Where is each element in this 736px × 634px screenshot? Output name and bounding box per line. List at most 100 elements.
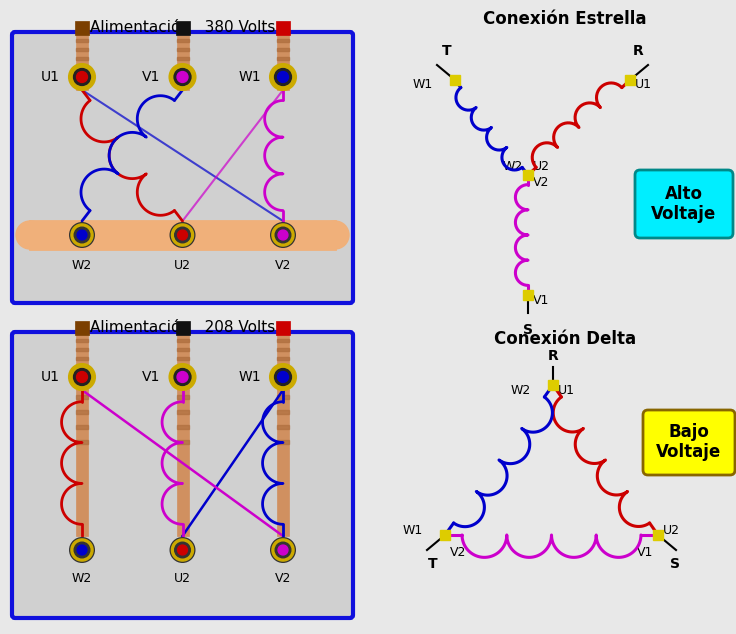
Bar <box>76 357 88 360</box>
FancyBboxPatch shape <box>635 170 733 238</box>
Bar <box>177 57 188 60</box>
Bar <box>76 366 88 369</box>
Text: Alimentación   380 Volts: Alimentación 380 Volts <box>90 20 275 35</box>
Text: T: T <box>428 557 438 571</box>
Text: W2: W2 <box>503 160 523 174</box>
Text: Alimentación   208 Volts: Alimentación 208 Volts <box>90 320 275 335</box>
Text: V2: V2 <box>450 547 467 559</box>
Text: V2: V2 <box>275 572 291 585</box>
Circle shape <box>275 68 291 86</box>
Bar <box>76 335 88 390</box>
Circle shape <box>277 72 289 82</box>
Circle shape <box>275 227 291 243</box>
Text: R: R <box>633 44 643 58</box>
Bar <box>76 66 88 69</box>
Bar <box>277 395 289 399</box>
Circle shape <box>174 68 191 86</box>
Text: W1: W1 <box>238 370 261 384</box>
Text: Bajo
Voltaje: Bajo Voltaje <box>657 423 721 462</box>
Bar <box>175 321 189 335</box>
Bar <box>177 395 188 399</box>
Bar <box>277 48 289 51</box>
Text: Conexión Estrella: Conexión Estrella <box>484 10 647 28</box>
Circle shape <box>69 222 95 248</box>
Bar <box>177 357 188 360</box>
Circle shape <box>77 72 88 82</box>
Bar <box>177 390 188 536</box>
Circle shape <box>171 224 194 246</box>
Text: S: S <box>670 557 680 571</box>
Bar <box>76 48 88 51</box>
Circle shape <box>74 227 90 243</box>
Text: U1: U1 <box>558 384 575 396</box>
Bar <box>177 35 188 90</box>
Bar <box>75 21 89 35</box>
Text: W1: W1 <box>238 70 261 84</box>
Bar <box>450 75 460 85</box>
Bar <box>276 21 290 35</box>
Circle shape <box>177 72 188 82</box>
Circle shape <box>74 542 90 558</box>
Text: U2: U2 <box>533 160 550 174</box>
Circle shape <box>270 64 296 90</box>
Bar <box>277 425 289 429</box>
Bar <box>277 390 289 536</box>
Text: Alto
Voltaje: Alto Voltaje <box>651 184 717 223</box>
Circle shape <box>74 368 91 385</box>
Text: U2: U2 <box>174 259 191 272</box>
Circle shape <box>174 227 191 243</box>
Circle shape <box>171 539 194 561</box>
Text: R: R <box>548 349 559 363</box>
Bar <box>440 530 450 540</box>
Text: U1: U1 <box>41 370 60 384</box>
Bar <box>177 66 188 69</box>
Circle shape <box>77 545 87 555</box>
Circle shape <box>74 68 91 86</box>
Bar <box>277 357 289 360</box>
Bar <box>277 335 289 390</box>
Bar <box>277 348 289 351</box>
Bar <box>75 321 89 335</box>
Circle shape <box>71 224 93 246</box>
Circle shape <box>174 542 191 558</box>
Bar <box>523 170 533 180</box>
Bar <box>177 440 188 444</box>
Circle shape <box>169 222 196 248</box>
Bar <box>76 440 88 444</box>
Circle shape <box>275 542 291 558</box>
Bar <box>76 395 88 399</box>
Bar <box>177 339 188 342</box>
Text: V1: V1 <box>637 547 653 559</box>
Bar <box>277 440 289 444</box>
Bar <box>277 410 289 414</box>
Bar <box>523 290 533 300</box>
Bar <box>277 35 289 90</box>
Circle shape <box>69 64 95 90</box>
Bar <box>177 39 188 42</box>
Circle shape <box>277 372 289 382</box>
Bar <box>277 66 289 69</box>
Circle shape <box>270 364 296 390</box>
Bar <box>625 75 635 85</box>
Text: W1: W1 <box>413 79 433 91</box>
Text: T: T <box>442 44 452 58</box>
Circle shape <box>177 230 188 240</box>
Bar <box>76 39 88 42</box>
Bar <box>277 366 289 369</box>
Circle shape <box>272 224 294 246</box>
Text: U1: U1 <box>635 79 652 91</box>
Text: Conexión Delta: Conexión Delta <box>494 330 636 348</box>
Bar <box>76 425 88 429</box>
Bar <box>76 410 88 414</box>
Bar <box>175 21 189 35</box>
Circle shape <box>16 221 44 249</box>
FancyBboxPatch shape <box>12 32 353 303</box>
Text: W2: W2 <box>72 572 92 585</box>
Bar <box>30 221 335 249</box>
FancyBboxPatch shape <box>12 332 353 618</box>
Bar <box>177 425 188 429</box>
Circle shape <box>69 537 95 563</box>
Bar <box>76 390 88 536</box>
Circle shape <box>278 545 288 555</box>
Circle shape <box>177 545 188 555</box>
